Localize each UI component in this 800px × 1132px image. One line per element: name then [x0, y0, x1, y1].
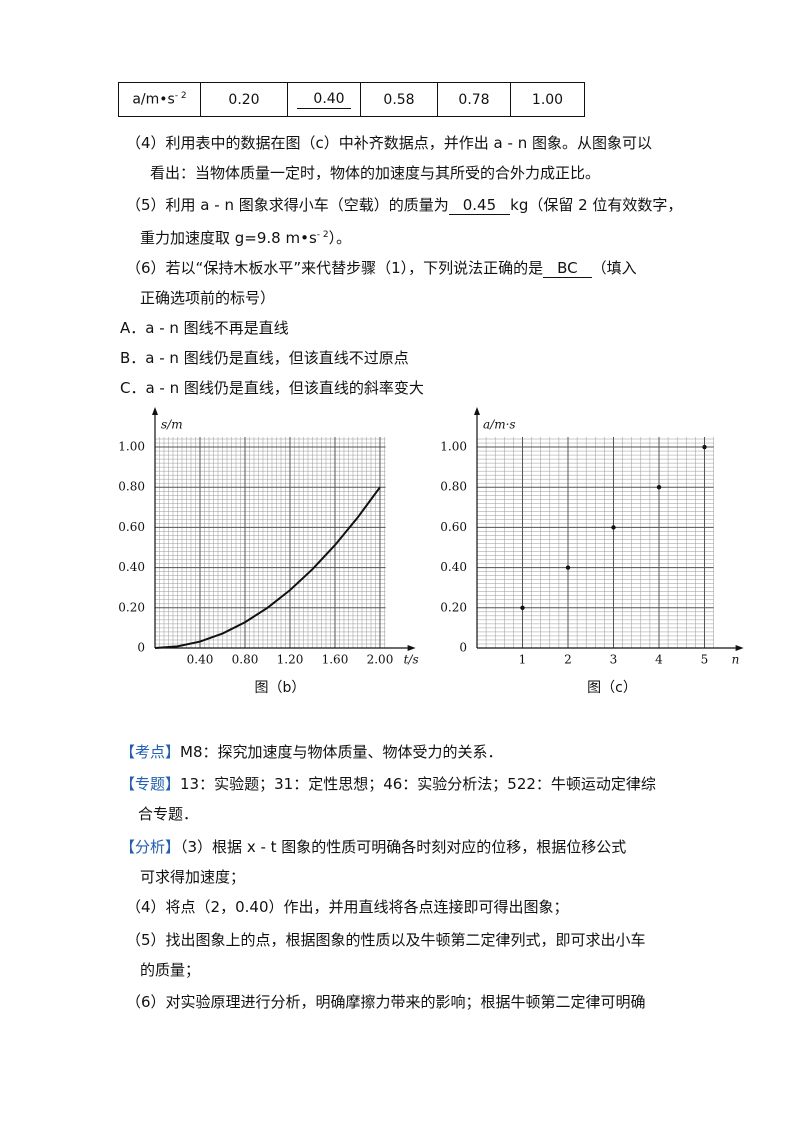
y-tick-label: 0.80 [118, 480, 145, 494]
text: （6）若以“保持木板水平”来代替步骤（1），下列说法正确的是 [126, 259, 544, 277]
y-axis-label: s/m [161, 418, 183, 432]
text-line: 正确选项前的标号） [140, 289, 276, 307]
y-tick-label: 0.40 [118, 560, 145, 574]
text-line: 可求得加速度； [140, 868, 246, 886]
text-line: 合专题． [138, 805, 199, 823]
x-axis-label: n [732, 653, 740, 667]
data-point [565, 565, 571, 570]
header-sup: - 2 [174, 91, 187, 102]
y-tick-label: 0 [137, 641, 145, 655]
option: A．a - n 图线不再是直线 [120, 319, 289, 337]
y-tick-label: 0.40 [440, 560, 467, 574]
option: C．a - n 图线仍是直线，但该直线的斜率变大 [120, 379, 424, 397]
data-line [154, 486, 381, 649]
text: M8：探究加速度与物体质量、物体受力的关系． [180, 743, 503, 761]
answer-blank: 0.45 [448, 197, 511, 215]
data-point [656, 485, 662, 490]
x-tick-label: 2.00 [367, 653, 394, 667]
option: B．a - n 图线仍是直线，但该直线不过原点 [120, 349, 409, 367]
tag: 【专题】 [120, 775, 181, 793]
x-axis-arrow [735, 645, 744, 651]
x-tick-label: 2 [564, 653, 572, 667]
text: 13：实验题；31：定性思想；46：实验分析法；522：牛顿运动定律综 [180, 775, 656, 793]
data-point [702, 444, 707, 450]
text-line: （6）若以“保持木板水平”来代替步骤（1），下列说法正确的是 BC （填入 [126, 258, 637, 278]
tag: 【分析】 [120, 838, 181, 856]
text-line: 的质量； [140, 961, 201, 979]
x-axis-arrow [407, 645, 416, 651]
text-line: 【分析】（3）根据 x - t 图象的性质可明确各时刻对应的位移，根据位移公式 [120, 837, 626, 857]
text-line: 【考点】M8：探究加速度与物体质量、物体受力的关系． [120, 742, 503, 762]
text-line: （4）利用表中的数据在图（c）中补齐数据点，并作出 a - n 图象。从图象可以 [126, 134, 652, 152]
y-tick-label: 0.60 [118, 520, 145, 534]
x-tick-label: 5 [701, 653, 709, 667]
sup: - 2 [316, 230, 329, 240]
data-point [520, 605, 525, 611]
text-line: 重力加速度取 g=9.8 m•s- 2）。 [140, 225, 351, 248]
y-axis-arrow [152, 407, 158, 415]
table-header: a/m•s- 2 [118, 82, 201, 117]
table-cell: 0.58 [360, 82, 438, 117]
data-point [611, 525, 616, 530]
text-line: （5）利用 a - n 图象求得小车（空载）的质量为 0.45 kg（保留 2 位有… [126, 195, 682, 215]
table-cell: 0.20 [200, 82, 288, 117]
figure-caption: 图（c） [587, 680, 637, 696]
y-tick-label: 0.20 [440, 600, 467, 614]
table-cell: 1.00 [510, 82, 585, 117]
x-tick-label: 1.60 [322, 653, 349, 667]
text: 重力加速度取 g=9.8 m•s [140, 229, 317, 247]
y-tick-label: 0.20 [118, 600, 145, 614]
y-tick-label: 1.00 [440, 440, 467, 454]
y-tick-label: 0.60 [440, 520, 467, 534]
table-cell: 0.40 [287, 82, 361, 117]
y-axis-arrow [474, 407, 480, 415]
y-tick-label: 0 [459, 641, 467, 655]
x-tick-label: 3 [610, 653, 618, 667]
text-line: （4）将点（2，0.40）作出，并用直线将各点连接即可得出图象； [126, 898, 569, 916]
x-tick-label: 0.40 [187, 653, 214, 667]
data-table: a/m•s- 2 0.20 0.40 0.58 0.78 1.00 [118, 82, 585, 117]
x-tick-label: 0.80 [232, 653, 259, 667]
table-cell: 0.78 [437, 82, 511, 117]
y-tick-label: 0.80 [440, 480, 467, 494]
x-tick-label: 1 [519, 653, 527, 667]
text: ）。 [328, 229, 352, 247]
text: （3）根据 x - t 图象的性质可明确各时刻对应的位移，根据位移公式 [180, 838, 627, 856]
x-axis-label: t/s [404, 653, 419, 667]
answer-blank: BC [543, 260, 592, 278]
text-line: 看出：当物体质量一定时，物体的加速度与其所受的合外力成正比。 [150, 164, 601, 182]
tag: 【考点】 [120, 743, 181, 761]
text-line: （5）找出图象上的点，根据图象的性质以及牛顿第二定律列式，即可求出小车 [126, 931, 646, 949]
x-tick-label: 4 [655, 653, 663, 667]
y-tick-label: 1.00 [118, 440, 145, 454]
x-tick-label: 1.20 [277, 653, 304, 667]
header-text: a/m•s [132, 91, 175, 108]
text: （填入 [591, 259, 637, 277]
figure-caption: 图（b） [255, 680, 306, 696]
text: kg（保留 2 位有效数字， [510, 196, 683, 214]
text-line: （6）对实验原理进行分析，明确摩擦力带来的影响；根据牛顿第二定律可明确 [126, 993, 646, 1011]
y-axis-label: a/m·s [483, 418, 516, 432]
text: （5）利用 a - n 图象求得小车（空载）的质量为 [126, 196, 449, 214]
table-cell-blank: 0.40 [297, 91, 351, 109]
text-line: 【专题】13：实验题；31：定性思想；46：实验分析法；522：牛顿运动定律综 [120, 774, 656, 794]
